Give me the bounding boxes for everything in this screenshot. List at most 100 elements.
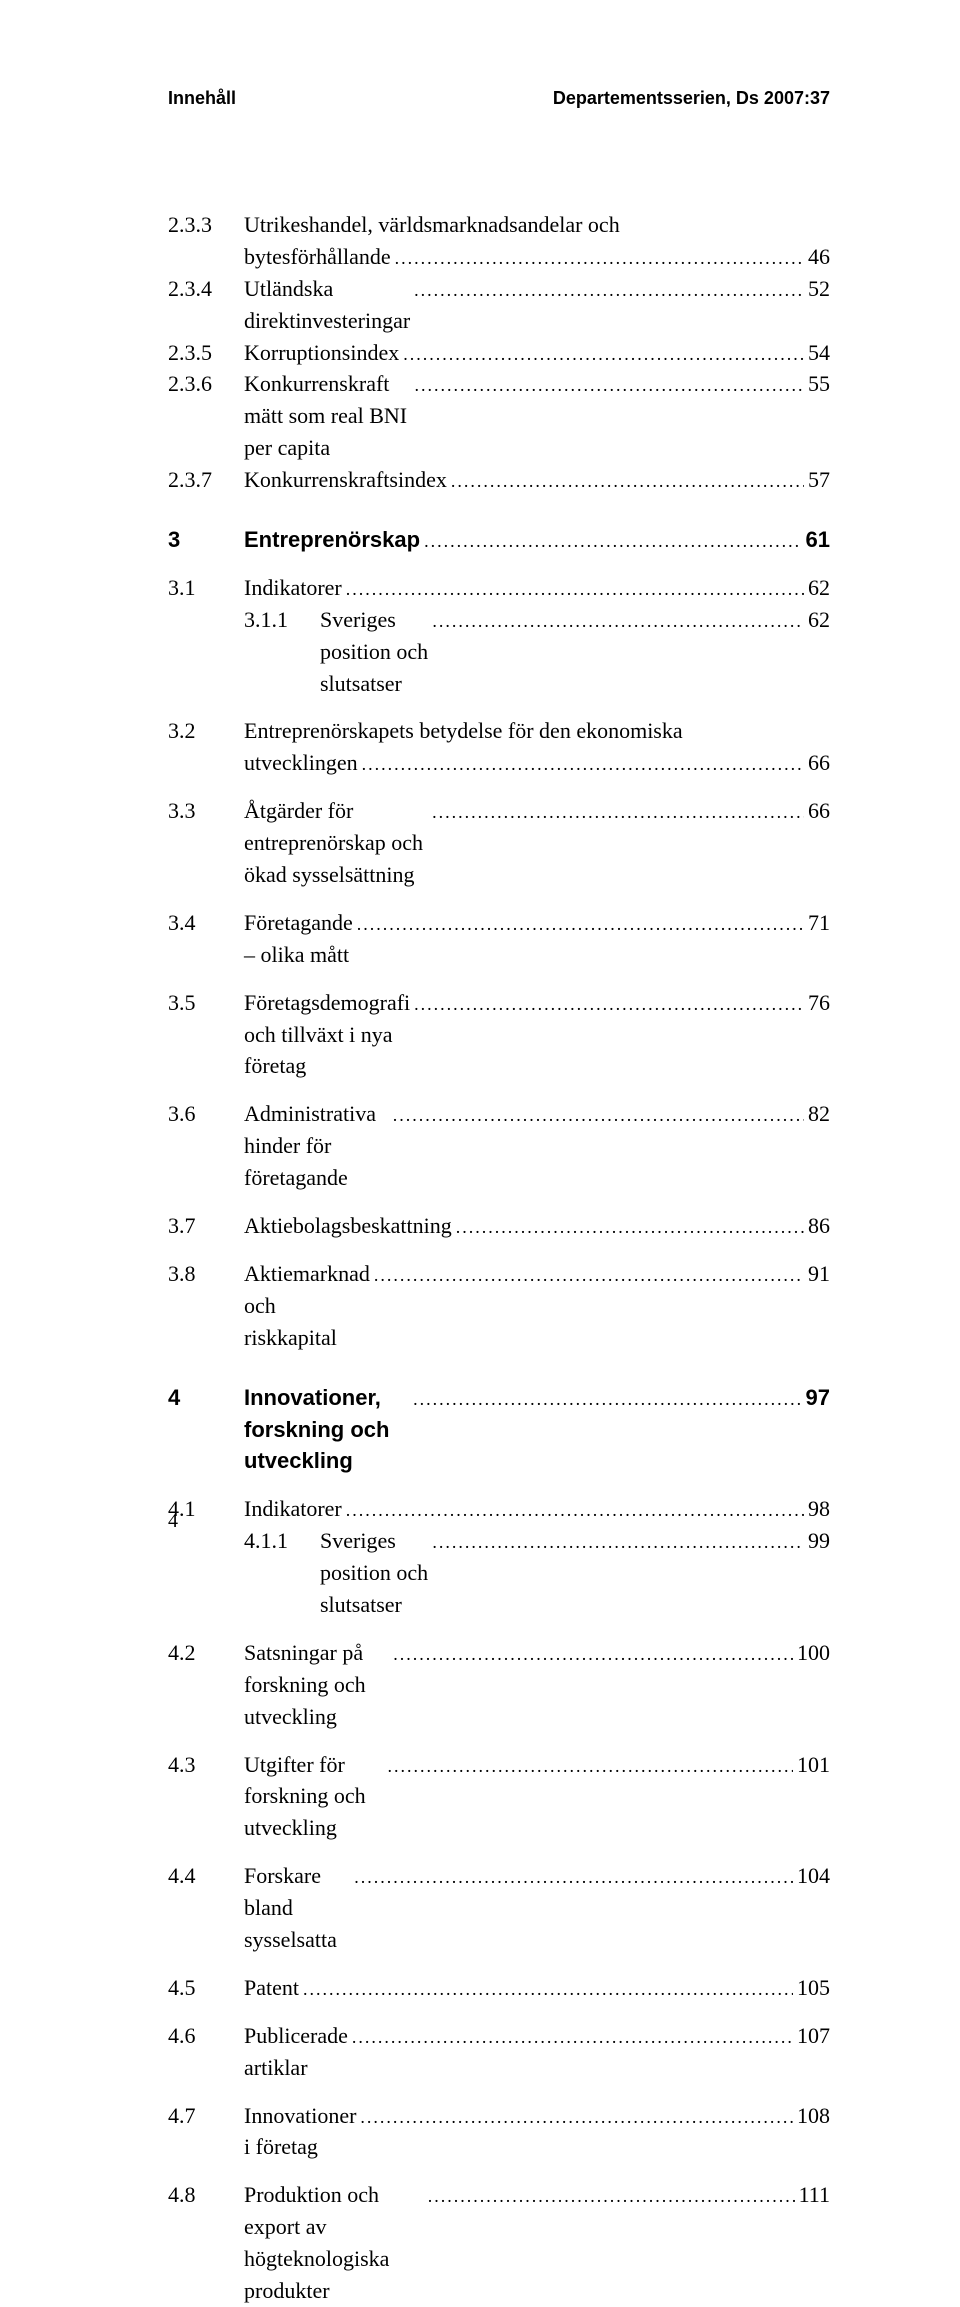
toc-entry-page: 71 — [804, 907, 830, 939]
document-page: Innehåll Departementsserien, Ds 2007:37 … — [0, 0, 960, 1603]
toc-entry-number: 4.4 — [168, 1860, 244, 1892]
toc-entry-title: Entreprenörskap — [244, 524, 424, 556]
toc-entry-title: Korruptionsindex — [244, 337, 403, 369]
toc-entry-number: 3.5 — [168, 987, 244, 1019]
toc-entry-page: 101 — [793, 1749, 830, 1781]
toc-entry: 3.2Entreprenörskapets betydelse för den … — [168, 715, 830, 747]
dot-leader — [414, 277, 804, 303]
dot-leader — [346, 1497, 804, 1523]
toc-entry-title: Forskare bland sysselsatta — [244, 1860, 354, 1956]
toc-entry-title-cont: utvecklingen — [244, 747, 362, 779]
toc-entry: 3.1.1Sveriges position och slutsatser62 — [168, 604, 830, 700]
toc-entry-page: 52 — [804, 273, 830, 305]
dot-leader — [357, 911, 804, 937]
dot-leader — [414, 991, 804, 1017]
vertical-gap — [168, 891, 830, 907]
dot-leader — [346, 576, 804, 602]
toc-entry-page: 76 — [804, 987, 830, 1019]
toc-entry: 4.3Utgifter för forskning och utveckling… — [168, 1749, 830, 1845]
toc-entry: 2.3.3Utrikeshandel, världsmarknadsandela… — [168, 209, 830, 241]
vertical-gap — [168, 1477, 830, 1493]
toc-entry-number: 2.3.3 — [168, 209, 244, 241]
toc-entry-page: 46 — [804, 241, 830, 273]
toc-entry-page: 62 — [804, 572, 830, 604]
toc-entry-title: Företagsdemografi och tillväxt i nya för… — [244, 987, 414, 1083]
header-right: Departementsserien, Ds 2007:37 — [553, 88, 830, 109]
toc-entry: 3.1Indikatorer 62 — [168, 572, 830, 604]
toc-entry-number: 3.1 — [168, 572, 244, 604]
toc-entry-title: Utrikeshandel, världsmarknadsandelar och — [244, 209, 624, 241]
dot-leader — [413, 1386, 801, 1412]
toc-entry-number: 4.5 — [168, 1972, 244, 2004]
toc-entry-title: Utländska direktinvesteringar — [244, 273, 414, 337]
dot-leader — [432, 799, 804, 825]
toc-entry-number: 3.2 — [168, 715, 244, 747]
toc-entry: 4.7Innovationer i företag108 — [168, 2100, 830, 2164]
dot-leader — [403, 341, 804, 367]
toc-entry-page: 66 — [804, 795, 830, 827]
toc-entry-title: Administrativa hinder för företagande — [244, 1098, 393, 1194]
toc-entry-page: 100 — [793, 1637, 830, 1669]
toc-entry-number: 2.3.6 — [168, 368, 244, 400]
toc-entry: 4.2Satsningar på forskning och utvecklin… — [168, 1637, 830, 1733]
toc-entry-number: 2.3.5 — [168, 337, 244, 369]
dot-leader — [395, 245, 804, 271]
toc-entry-number: 3.1.1 — [168, 604, 320, 636]
toc-entry-page: 98 — [804, 1493, 830, 1525]
vertical-gap — [168, 1242, 830, 1258]
page-number: 4 — [168, 1510, 178, 1533]
toc-entry: 4.4Forskare bland sysselsatta 104 — [168, 1860, 830, 1956]
vertical-gap — [168, 2163, 830, 2179]
vertical-gap — [168, 1194, 830, 1210]
dot-leader — [352, 2024, 793, 2050]
toc-entry-page: 62 — [804, 604, 830, 636]
toc-entry-continuation: utvecklingen 66 — [168, 747, 830, 779]
toc-entry-title: Åtgärder för entreprenörskap och ökad sy… — [244, 795, 432, 891]
toc-entry-page: 111 — [795, 2179, 830, 2211]
vertical-gap — [168, 556, 830, 572]
vertical-gap — [168, 1844, 830, 1860]
toc-entry: 3Entreprenörskap61 — [168, 524, 830, 556]
dot-leader — [303, 1976, 793, 2002]
toc-entry-number: 3.3 — [168, 795, 244, 827]
toc-entry-title: Sveriges position och slutsatser — [320, 1525, 432, 1621]
toc-entry-number: 4.7 — [168, 2100, 244, 2132]
toc-entry-number: 4.1 — [168, 1493, 244, 1525]
toc-entry: 4.5Patent105 — [168, 1972, 830, 2004]
toc-entry-title: Produktion och export av högteknologiska… — [244, 2179, 428, 2307]
toc-entry-title: Aktiebolagsbeskattning — [244, 1210, 456, 1242]
dot-leader — [451, 468, 804, 494]
dot-leader — [424, 528, 801, 554]
dot-leader — [432, 1529, 804, 1555]
dot-leader — [387, 1753, 793, 1779]
toc-entry-number: 4.6 — [168, 2020, 244, 2052]
toc-entry: 4.1.1Sveriges position och slutsatser99 — [168, 1525, 830, 1621]
toc-entry-title: Utgifter för forskning och utveckling — [244, 1749, 387, 1845]
toc-entry: 3.6Administrativa hinder för företagande… — [168, 1098, 830, 1194]
toc-entry: 3.5Företagsdemografi och tillväxt i nya … — [168, 987, 830, 1083]
dot-leader — [374, 1262, 804, 1288]
toc-entry-page: 55 — [804, 368, 830, 400]
toc-entry: 2.3.6Konkurrenskraft mätt som real BNI p… — [168, 368, 830, 464]
toc-entry-number: 3.7 — [168, 1210, 244, 1242]
toc-entry-title: Patent — [244, 1972, 303, 2004]
vertical-gap — [168, 2084, 830, 2100]
vertical-gap — [168, 699, 830, 715]
toc-entry: 3.7Aktiebolagsbeskattning86 — [168, 1210, 830, 1242]
toc-entry-page: 66 — [804, 747, 830, 779]
toc-entry-title: Publicerade artiklar — [244, 2020, 352, 2084]
table-of-contents: 2.3.3Utrikeshandel, världsmarknadsandela… — [168, 209, 830, 2307]
vertical-gap — [168, 496, 830, 524]
dot-leader — [456, 1214, 804, 1240]
toc-entry: 4.8Produktion och export av högteknologi… — [168, 2179, 830, 2307]
toc-entry-page: 97 — [802, 1382, 830, 1414]
running-header: Innehåll Departementsserien, Ds 2007:37 — [168, 88, 830, 109]
dot-leader — [428, 2183, 795, 2209]
toc-entry-title: Konkurrenskraftsindex — [244, 464, 451, 496]
dot-leader — [393, 1102, 804, 1128]
toc-entry-page: 61 — [802, 524, 830, 556]
toc-entry-page: 104 — [793, 1860, 830, 1892]
toc-entry-title: Indikatorer — [244, 572, 346, 604]
toc-entry: 2.3.4Utländska direktinvesteringar52 — [168, 273, 830, 337]
header-left: Innehåll — [168, 88, 236, 109]
